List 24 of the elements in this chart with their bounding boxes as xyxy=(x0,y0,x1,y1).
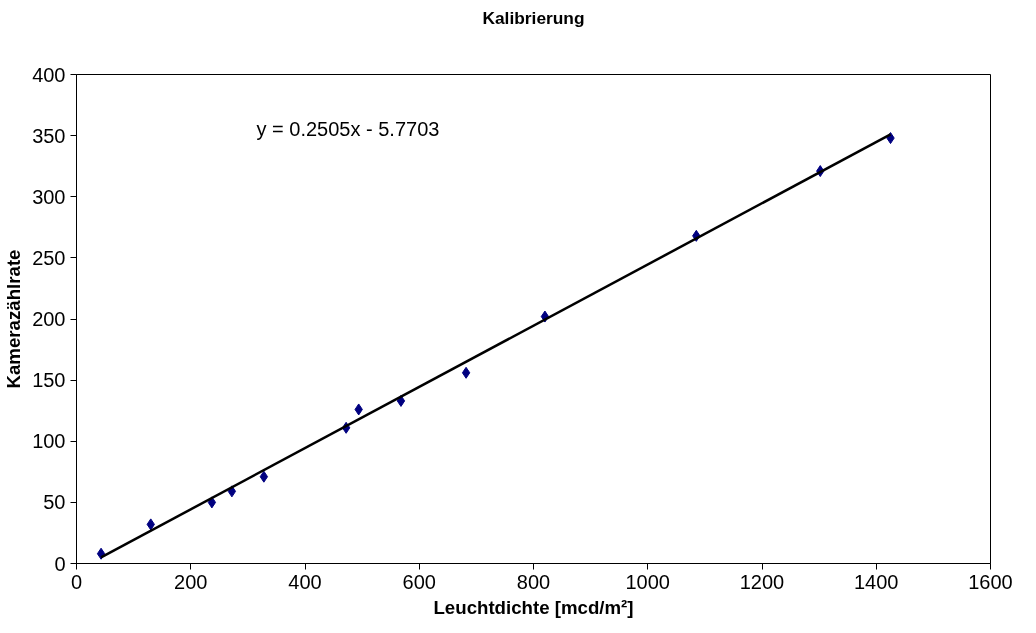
x-tick-label: 1000 xyxy=(625,570,670,593)
y-tick-label: 300 xyxy=(32,185,66,208)
x-tick-label: 1600 xyxy=(968,570,1013,593)
x-tick-label: 600 xyxy=(402,570,436,593)
x-tick-label: 800 xyxy=(516,570,551,593)
x-tick-label: 0 xyxy=(70,570,83,593)
x-axis-title: Leuchtdichte [mcd/m²] xyxy=(433,596,634,618)
point xyxy=(461,366,471,379)
y-tick-label: 50 xyxy=(43,491,66,514)
x-tick-label: 400 xyxy=(288,570,322,593)
chart-title: Kalibrierung xyxy=(482,7,585,28)
y-axis-title: Kamerazählrate xyxy=(3,249,25,389)
y-tick-label: 200 xyxy=(32,308,66,330)
x-tick-label: 1200 xyxy=(739,570,785,593)
y-tick-label: 250 xyxy=(32,246,66,269)
y-tick-label: 100 xyxy=(32,430,66,453)
y-tick-label: 350 xyxy=(32,124,66,147)
y-tick-label: 0 xyxy=(54,552,66,575)
point xyxy=(259,470,269,483)
y-tick-label: 150 xyxy=(32,369,66,392)
y-tick-label: 400 xyxy=(32,63,66,86)
x-tick-label: 1400 xyxy=(854,570,899,593)
x-tick-label: 200 xyxy=(174,570,208,593)
annotation: y = 0.2505x - 5.7703 xyxy=(256,117,440,140)
